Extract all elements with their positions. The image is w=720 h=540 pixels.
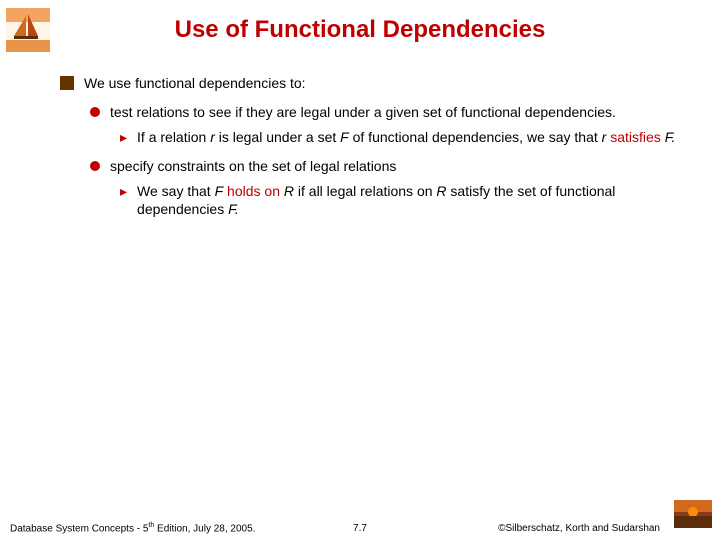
arrow-bullet-icon: ▸ [120, 128, 127, 147]
text-fragment: of functional dependencies, we say that [349, 129, 602, 145]
slide-footer: Database System Concepts - 5th Edition, … [0, 522, 720, 534]
red-satisfies: satisfies [606, 129, 664, 145]
bullet-level1: We use functional dependencies to: [60, 74, 690, 93]
text-fragment: If a relation [137, 129, 210, 145]
bullet-level2: specify constraints on the set of legal … [90, 157, 690, 176]
round-bullet-icon [90, 107, 100, 117]
header-sailboat-logo [6, 8, 50, 52]
bullet-a-sub-text: If a relation r is legal under a set F o… [137, 128, 675, 147]
italic-r-cap: R [284, 183, 294, 199]
text-fragment: Database System Concepts - 5 [10, 523, 148, 534]
slide-title: Use of Functional Dependencies [0, 0, 720, 64]
text-fragment: Edition, July 28, 2005. [154, 523, 255, 534]
red-holds-on: holds on [223, 183, 284, 199]
italic-f: F. [228, 201, 239, 217]
text-fragment: is legal under a set [215, 129, 340, 145]
bullet-b-sub-text: We say that F holds on R if all legal re… [137, 182, 690, 220]
italic-f: F [340, 129, 349, 145]
text-fragment: if all legal relations on [294, 183, 436, 199]
footer-left-text: Database System Concepts - 5th Edition, … [10, 522, 255, 534]
slide-content: We use functional dependencies to: test … [0, 64, 720, 219]
round-bullet-icon [90, 161, 100, 171]
bullet-level3: ▸ We say that F holds on R if all legal … [120, 182, 690, 220]
bullet-a-text: test relations to see if they are legal … [110, 103, 616, 122]
bullet-level2: test relations to see if they are legal … [90, 103, 690, 122]
text-fragment: We say that [137, 183, 215, 199]
bullet-level3: ▸ If a relation r is legal under a set F… [120, 128, 690, 147]
footer-sunset-logo [674, 500, 712, 528]
square-bullet-icon [60, 76, 74, 90]
intro-text: We use functional dependencies to: [84, 74, 306, 93]
italic-f: F. [665, 129, 676, 145]
slide-number: 7.7 [353, 523, 367, 534]
bullet-b-text: specify constraints on the set of legal … [110, 157, 396, 176]
arrow-bullet-icon: ▸ [120, 182, 127, 220]
italic-r-cap: R [436, 183, 446, 199]
italic-f: F [215, 183, 224, 199]
